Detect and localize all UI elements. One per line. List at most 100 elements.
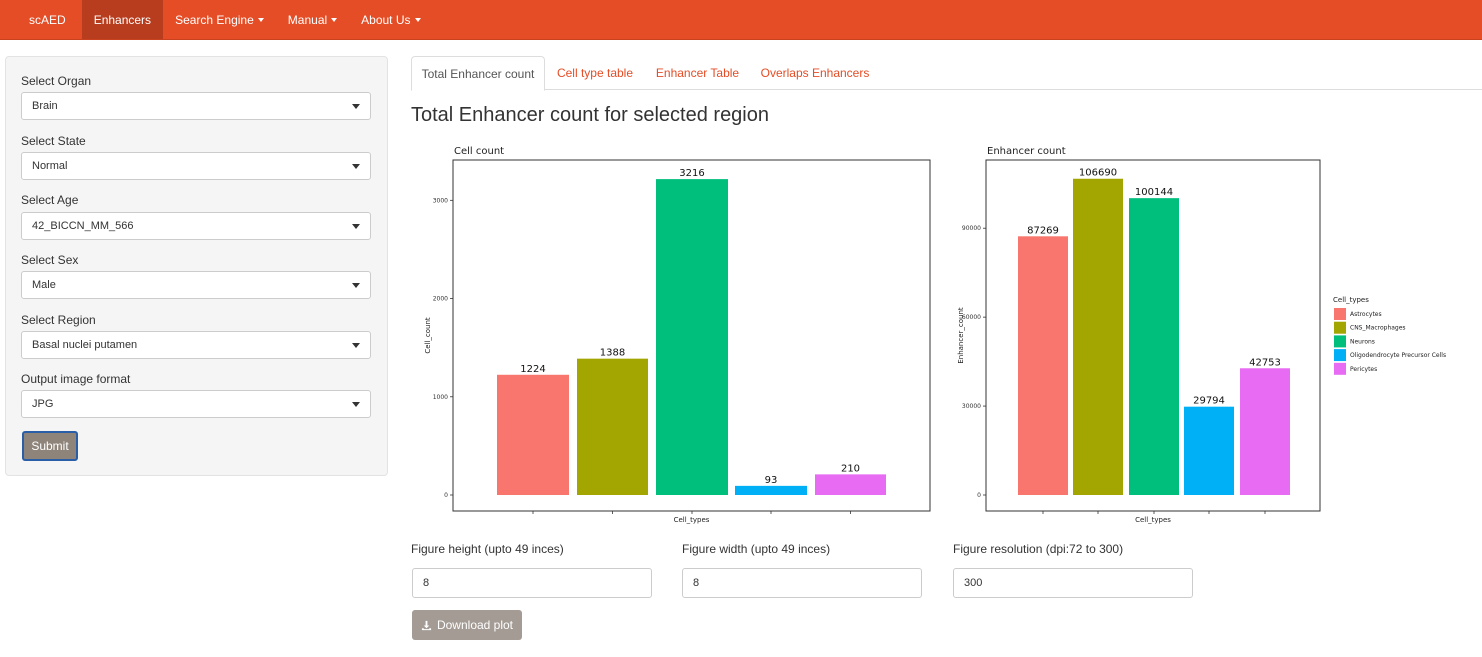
region-select[interactable]: Basal nuclei putamen — [21, 331, 371, 359]
figure-height-input[interactable]: 8 — [412, 568, 652, 598]
chart-0-ytick-label: 2000 — [433, 296, 448, 303]
chart-1-bar — [1184, 406, 1234, 495]
sex-select-value: Male — [32, 279, 56, 291]
nav-manual-label: Manual — [287, 12, 328, 27]
format-label: Output image format — [21, 372, 131, 386]
download-plot-label: Download plot — [436, 618, 514, 632]
tab-cell-type-table[interactable]: Cell type table — [556, 66, 634, 80]
download-plot-button[interactable]: Download plot — [412, 610, 522, 640]
submit-button[interactable]: Submit — [22, 431, 78, 461]
chart-0-title: Cell count — [454, 146, 504, 157]
caret-down-icon — [352, 103, 360, 109]
chart-1-bar — [1129, 198, 1179, 495]
nav-search-engine[interactable]: Search Engine — [163, 0, 276, 39]
format-select[interactable]: JPG — [21, 390, 371, 418]
chart-0-bar — [497, 374, 569, 495]
chart-0-bar — [815, 474, 886, 495]
tab-overlaps-enhancers[interactable]: Overlaps Enhancers — [760, 66, 870, 80]
chart-0-bar — [735, 485, 807, 495]
brand-link[interactable]: scAED — [29, 12, 66, 27]
legend-title: Cell_types — [1333, 296, 1369, 304]
chart-1-bar-value-label: 100144 — [1135, 187, 1173, 198]
tab-enhancer-table[interactable]: Enhancer Table — [655, 66, 740, 80]
chart-1-ylabel: Enhancer_count — [957, 307, 965, 364]
chart-1-bar-value-label: 42753 — [1249, 357, 1281, 368]
figure-resolution-input[interactable]: 300 — [953, 568, 1193, 598]
legend-label: Pericytes — [1350, 366, 1377, 373]
chart-0-ytick-label: 0 — [444, 492, 448, 499]
caret-down-icon — [352, 163, 360, 169]
chart-1-bar-value-label: 29794 — [1193, 396, 1225, 407]
chart-0-bar — [656, 179, 728, 495]
figure-width-label: Figure width (upto 49 inces) — [682, 542, 831, 556]
section-title: Total Enhancer count for selected region — [411, 104, 769, 126]
chart-0-bar-value-label: 1388 — [600, 348, 625, 359]
region-select-value: Basal nuclei putamen — [32, 339, 138, 351]
chart-1-bar-value-label: 87269 — [1027, 225, 1059, 236]
legend-key — [1334, 335, 1346, 348]
nav-about-us-label: About Us — [361, 12, 411, 27]
tab-total-enhancer-count[interactable]: Total Enhancer count — [411, 56, 545, 91]
sex-label: Select Sex — [21, 253, 79, 267]
chart-1-title: Enhancer count — [987, 146, 1066, 157]
caret-down-icon — [257, 17, 264, 22]
organ-select-value: Brain — [32, 100, 58, 112]
chart-1-bar-value-label: 106690 — [1079, 168, 1117, 179]
legend-key — [1334, 308, 1346, 320]
state-label: Select State — [21, 134, 86, 148]
chart-0-bar-value-label: 210 — [841, 463, 860, 474]
chart-0-ytick-label: 3000 — [433, 197, 448, 204]
filter-sidebar: Select Organ Brain Select State Normal S… — [5, 56, 388, 476]
age-select-value: 42_BICCN_MM_566 — [32, 220, 134, 232]
caret-down-icon — [352, 282, 360, 288]
chart-0-ylabel: Cell_count — [424, 317, 432, 354]
tab-bar: Total Enhancer count Cell type table Enh… — [411, 56, 1482, 91]
chart-0-bar-value-label: 1224 — [520, 364, 545, 375]
download-icon — [421, 620, 432, 630]
legend-label: Oligodendrocyte Precursor Cells — [1350, 352, 1446, 359]
region-label: Select Region — [21, 313, 96, 327]
chart-1-xlabel: Cell_types — [1135, 516, 1171, 524]
legend-key — [1334, 362, 1346, 375]
chart-0-ytick-label: 1000 — [433, 394, 448, 401]
top-navbar: scAED Enhancers Search Engine Manual Abo… — [0, 0, 1482, 40]
nav-about-us[interactable]: About Us — [349, 0, 432, 39]
nav-enhancers-label: Enhancers — [93, 12, 152, 27]
caret-down-icon — [352, 223, 360, 229]
caret-down-icon — [414, 17, 421, 22]
chart-1-ytick-label: 0 — [977, 492, 981, 499]
sex-select[interactable]: Male — [21, 271, 371, 299]
nav-manual[interactable]: Manual — [276, 0, 349, 39]
caret-down-icon — [352, 401, 360, 407]
caret-down-icon — [352, 342, 360, 348]
age-select[interactable]: 42_BICCN_MM_566 — [21, 212, 371, 240]
organ-select[interactable]: Brain — [21, 92, 371, 120]
age-label: Select Age — [21, 193, 79, 207]
state-select[interactable]: Normal — [21, 152, 371, 180]
chart-1-ytick-label: 90000 — [962, 225, 981, 232]
nav-enhancers[interactable]: Enhancers — [81, 0, 164, 39]
state-select-value: Normal — [32, 160, 68, 172]
chart-0-bar — [577, 358, 648, 495]
chart-0-bar-value-label: 3216 — [679, 168, 704, 179]
format-select-value: JPG — [32, 398, 54, 410]
legend-key — [1334, 321, 1346, 334]
chart-0-bar-value-label: 93 — [765, 475, 778, 486]
figure-width-input[interactable]: 8 — [682, 568, 922, 598]
nav-search-engine-label: Search Engine — [175, 12, 254, 27]
chart-1-ytick-label: 30000 — [962, 403, 981, 410]
chart-1-bar — [1018, 236, 1068, 495]
legend-label: Neurons — [1350, 338, 1375, 345]
organ-label: Select Organ — [21, 74, 92, 88]
legend-label: CNS_Macrophages — [1350, 325, 1406, 332]
chart-0-xlabel: Cell_types — [674, 516, 710, 524]
chart-1-bar — [1073, 178, 1123, 495]
chart-1-ytick-label: 60000 — [962, 314, 981, 321]
legend-label: Astrocytes — [1350, 311, 1382, 318]
figure-resolution-label: Figure resolution (dpi:72 to 300) — [953, 542, 1124, 556]
figure-height-label: Figure height (upto 49 inces) — [411, 542, 564, 556]
caret-down-icon — [331, 17, 338, 22]
legend-key — [1334, 349, 1346, 362]
chart-1-bar — [1240, 368, 1290, 495]
